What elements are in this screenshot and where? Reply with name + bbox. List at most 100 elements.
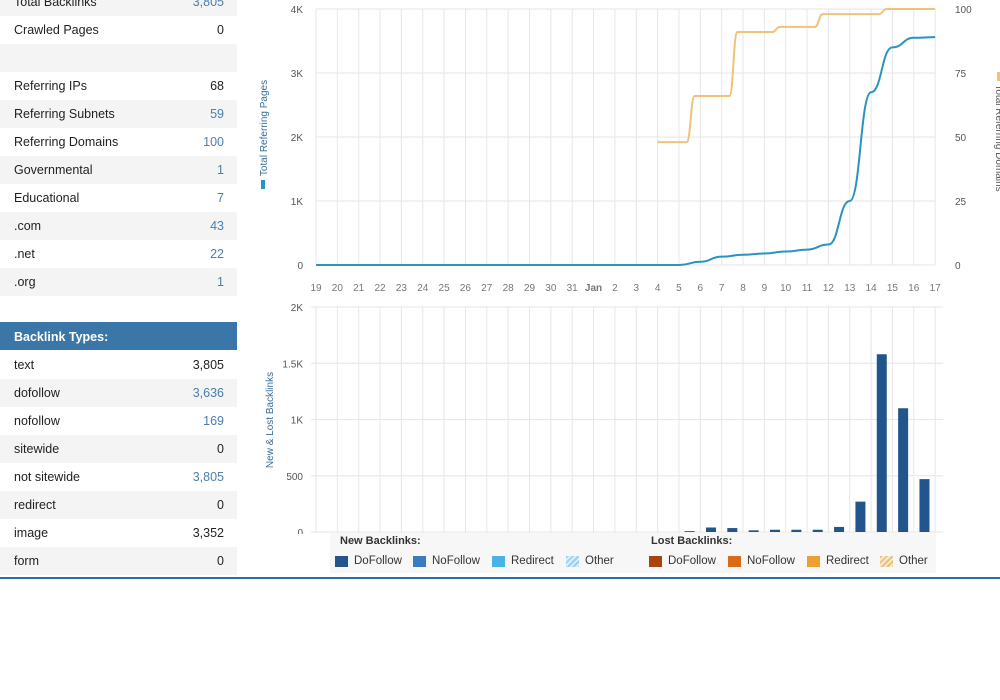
x-tick-label: 13 bbox=[844, 283, 856, 294]
stat-value: 0 bbox=[217, 442, 224, 456]
swatch-icon bbox=[492, 555, 505, 567]
bar-new-dofollow bbox=[876, 354, 887, 532]
x-tick-label: 4 bbox=[655, 283, 661, 294]
chart-legend: New Backlinks: Lost Backlinks: DoFollow … bbox=[330, 533, 936, 573]
stat-value: 0 bbox=[217, 498, 224, 512]
x-tick-label: 2 bbox=[612, 283, 618, 294]
stat-value[interactable]: 100 bbox=[203, 135, 224, 149]
y-right-tick-label: 100 bbox=[955, 5, 972, 16]
stat-row: Referring Domains 100 bbox=[0, 128, 237, 156]
stat-label: not sitewide bbox=[14, 470, 81, 484]
x-tick-label: 21 bbox=[353, 283, 365, 294]
x-tick-label: 30 bbox=[545, 283, 557, 294]
stat-row: Crawled Pages 0 bbox=[0, 16, 237, 44]
legend-lost-other[interactable]: Other bbox=[880, 554, 928, 568]
x-tick-label: 10 bbox=[780, 283, 792, 294]
legend-label: NoFollow bbox=[747, 555, 795, 567]
stat-value[interactable]: 1 bbox=[217, 275, 224, 289]
stat-row: Referring Subnets 59 bbox=[0, 100, 237, 128]
bar-new-dofollow bbox=[770, 529, 781, 532]
y-tick-label: 1K bbox=[291, 197, 304, 208]
stat-label: Educational bbox=[14, 191, 80, 205]
stat-label: nofollow bbox=[14, 414, 60, 428]
legend-new-other[interactable]: Other bbox=[566, 554, 614, 568]
x-tick-label: 25 bbox=[439, 283, 451, 294]
bar-new-dofollow bbox=[684, 531, 695, 532]
x-tick-label: 22 bbox=[374, 283, 386, 294]
stat-label: Governmental bbox=[14, 163, 93, 177]
bar-new-dofollow bbox=[705, 527, 716, 532]
stat-value[interactable]: 43 bbox=[210, 219, 224, 233]
y-tick-label: 1K bbox=[291, 416, 304, 427]
stat-row: nofollow 169 bbox=[0, 407, 237, 435]
legend-lost-redirect[interactable]: Redirect bbox=[807, 554, 869, 568]
x-tick-label: 3 bbox=[633, 283, 639, 294]
stat-row: dofollow 3,636 bbox=[0, 379, 237, 407]
bottom-divider bbox=[0, 577, 1000, 579]
stat-value: 0 bbox=[217, 554, 224, 568]
new-lost-backlinks-chart: 0 500 1K 1.5K 2K New & Lost Backlinks bbox=[265, 303, 944, 534]
x-tick-label: 26 bbox=[460, 283, 472, 294]
y-tick-label: 3K bbox=[291, 69, 304, 80]
y-right-tick-label: 25 bbox=[955, 197, 967, 208]
stat-value[interactable]: 1 bbox=[217, 163, 224, 177]
stat-row: Total Backlinks 3,805 bbox=[0, 0, 237, 16]
stat-value[interactable]: 59 bbox=[210, 107, 224, 121]
bar-new-dofollow bbox=[855, 501, 866, 532]
stat-label: dofollow bbox=[14, 386, 60, 400]
legend-new-dofollow[interactable]: DoFollow bbox=[335, 554, 402, 568]
stat-value[interactable]: 7 bbox=[217, 191, 224, 205]
spacer-row bbox=[0, 44, 237, 72]
series-line-referring-domains bbox=[657, 8, 936, 144]
y-tick-label: 0 bbox=[297, 528, 303, 534]
stat-label: Referring IPs bbox=[14, 79, 87, 93]
x-tick-label: 20 bbox=[332, 283, 344, 294]
stat-value: 3,805 bbox=[192, 358, 224, 372]
x-tick-label: 29 bbox=[524, 283, 536, 294]
stat-label: Referring Domains bbox=[14, 135, 119, 149]
stat-label: .net bbox=[14, 247, 35, 261]
legend-marker-domains bbox=[997, 72, 1000, 81]
stat-value[interactable]: 22 bbox=[210, 247, 224, 261]
x-tick-label: 11 bbox=[802, 283, 813, 294]
stat-value[interactable]: 3,805 bbox=[192, 0, 224, 9]
legend-lost-title: Lost Backlinks: bbox=[651, 535, 733, 547]
legend-label: Redirect bbox=[511, 555, 554, 567]
stat-row: .org 1 bbox=[0, 268, 237, 296]
bar-new-dofollow bbox=[919, 479, 930, 532]
stat-row: not sitewide 3,805 bbox=[0, 463, 237, 491]
stat-label: image bbox=[14, 526, 49, 540]
stat-label: .com bbox=[14, 219, 42, 233]
legend-new-nofollow[interactable]: NoFollow bbox=[413, 554, 480, 568]
legend-lost-dofollow[interactable]: DoFollow bbox=[649, 554, 716, 568]
stat-value[interactable]: 169 bbox=[203, 414, 224, 428]
x-tick-label: 24 bbox=[417, 283, 429, 294]
swatch-icon bbox=[566, 555, 579, 567]
legend-lost-nofollow[interactable]: NoFollow bbox=[728, 554, 795, 568]
swatch-icon bbox=[413, 555, 426, 567]
y-axis-label: New & Lost Backlinks bbox=[265, 372, 276, 468]
x-tick-label: 27 bbox=[481, 283, 493, 294]
x-tick-label: 17 bbox=[930, 283, 942, 294]
stat-row: .net 22 bbox=[0, 240, 237, 268]
x-tick-label: 12 bbox=[823, 283, 835, 294]
stat-value: 3,352 bbox=[192, 526, 224, 540]
backlink-types-header: Backlink Types: bbox=[0, 322, 237, 350]
y-right-axis-label: Total Referring Domains bbox=[993, 84, 1000, 191]
legend-new-redirect[interactable]: Redirect bbox=[492, 554, 554, 568]
swatch-icon bbox=[649, 555, 662, 567]
swatch-icon bbox=[335, 555, 348, 567]
stat-value: 0 bbox=[217, 23, 224, 37]
stat-row: redirect 0 bbox=[0, 491, 237, 519]
stat-row: .com 43 bbox=[0, 212, 237, 240]
stat-label: .org bbox=[14, 275, 36, 289]
bar-new-dofollow bbox=[812, 529, 823, 532]
stat-value[interactable]: 3,805 bbox=[192, 470, 224, 484]
stat-row: Educational 7 bbox=[0, 184, 237, 212]
y-right-axis-title: Total Referring Domains bbox=[993, 84, 1000, 191]
x-tick-label: 28 bbox=[503, 283, 515, 294]
stat-value[interactable]: 3,636 bbox=[192, 386, 224, 400]
stat-row: text 3,805 bbox=[0, 351, 237, 379]
stat-label: text bbox=[14, 358, 35, 372]
